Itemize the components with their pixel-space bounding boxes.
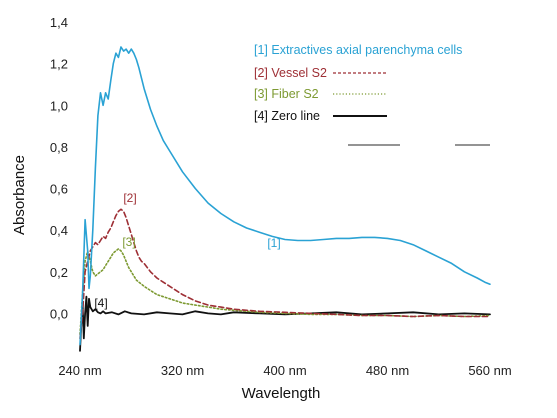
series-line-4 — [79, 295, 491, 352]
x-tick-label: 480 nm — [366, 363, 409, 378]
y-tick-label: 1,0 — [50, 98, 68, 113]
x-tick-label: 320 nm — [161, 363, 204, 378]
y-tick-label: 0,2 — [50, 265, 68, 280]
y-tick-label: 0,4 — [50, 223, 68, 238]
series-lines — [79, 46, 491, 352]
series-line-2 — [79, 208, 491, 340]
x-tick-label: 240 nm — [58, 363, 101, 378]
y-axis-title: Absorbance — [11, 155, 28, 235]
x-tick-label: 560 nm — [468, 363, 511, 378]
x-axis-ticks: 240 nm 320 nm 400 nm 480 nm 560 nm — [58, 363, 511, 378]
series-annotation-1: [1] — [267, 236, 280, 250]
series-annotation-3: [3] — [122, 235, 135, 249]
legend-entry-2: [2] Vessel S2 — [254, 66, 327, 80]
y-axis-ticks: 0,0 0,2 0,4 0,6 0,8 1,0 1,2 1,4 — [50, 15, 68, 321]
x-axis-title: Wavelength — [242, 385, 321, 402]
series-line-3 — [79, 248, 491, 336]
x-tick-label: 400 nm — [263, 363, 306, 378]
y-tick-label: 1,4 — [50, 15, 68, 30]
series-annotation-4: [4] — [94, 296, 107, 310]
y-tick-label: 1,2 — [50, 57, 68, 72]
legend-entry-3: [3] Fiber S2 — [254, 87, 319, 101]
series-annotation-2: [2] — [123, 191, 136, 205]
y-tick-label: 0,6 — [50, 182, 68, 197]
legend-entry-1: [1] Extractives axial parenchyma cells — [254, 43, 462, 57]
y-tick-label: 0,0 — [50, 306, 68, 321]
series-line-1 — [79, 46, 491, 346]
series-annotations: [1] [2] [3] [4] — [94, 191, 280, 310]
y-tick-label: 0,8 — [50, 140, 68, 155]
legend: [1] Extractives axial parenchyma cells [2… — [254, 43, 462, 123]
legend-entry-4: [4] Zero line — [254, 109, 320, 123]
